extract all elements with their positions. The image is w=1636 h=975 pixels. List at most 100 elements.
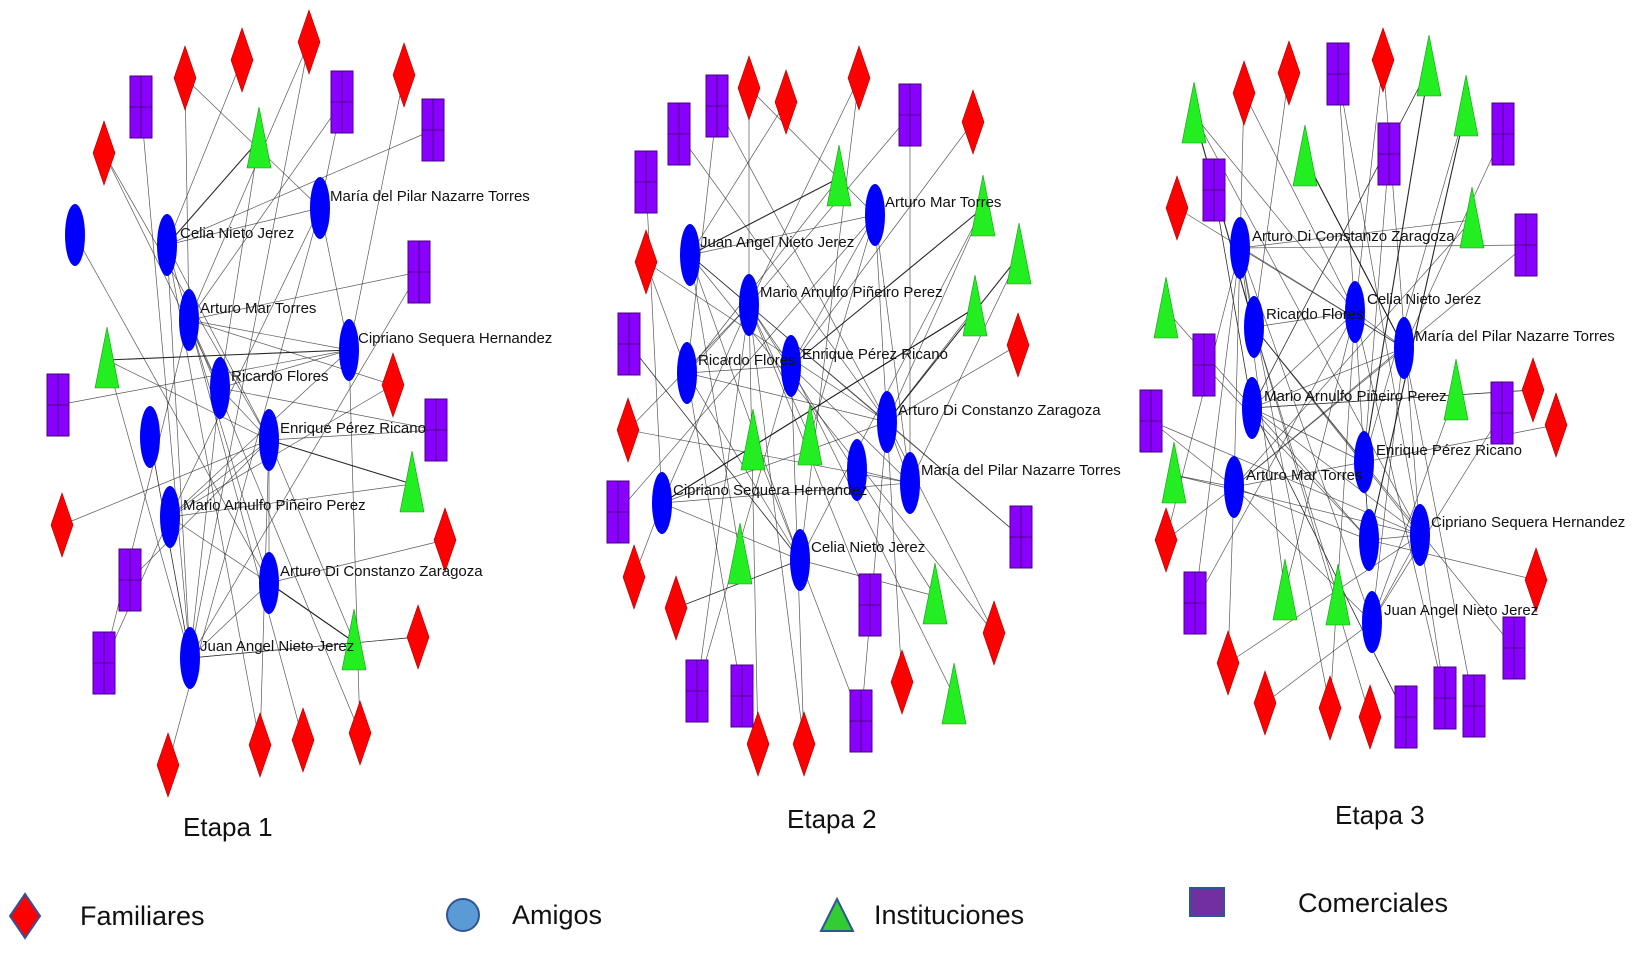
legend-instituciones: Instituciones (818, 896, 1024, 934)
edge (1176, 207, 1405, 349)
familiar-node (248, 712, 272, 778)
amigo-node (900, 452, 920, 514)
familiar-node (890, 649, 914, 715)
familiar-node (291, 707, 315, 773)
familiar-node (982, 600, 1006, 666)
amigo-node (140, 406, 160, 468)
edge (716, 105, 888, 423)
edge (748, 304, 805, 745)
node-label: Celia Nieto Jerez (1367, 291, 1481, 308)
edge (1194, 311, 1356, 604)
amigo-node (259, 552, 279, 614)
edge (661, 502, 801, 561)
familiar-node (1232, 60, 1256, 126)
edge (106, 359, 270, 441)
square-icon (1189, 887, 1225, 917)
edge (1227, 534, 1421, 664)
familiar-node (616, 397, 640, 463)
edge (188, 319, 270, 584)
amigo-node (157, 214, 177, 276)
amigo-node (65, 204, 85, 266)
stage-2-label: Etapa 2 (787, 804, 877, 834)
edge (1251, 347, 1405, 409)
node-label: Arturo Di Constanzo Zaragoza (280, 563, 483, 580)
edge (1337, 73, 1421, 536)
edge (909, 255, 1020, 484)
edge (188, 101, 343, 321)
edge (1251, 389, 1534, 409)
familiar-node (1277, 40, 1301, 106)
familiar-node (92, 120, 116, 186)
amigo-node (739, 274, 759, 336)
amigo-node (1230, 217, 1250, 279)
node-label: María del Pilar Nazarre Torres (330, 188, 530, 205)
edge (74, 234, 270, 584)
node-label: Enrique Pérez Ricano (1376, 442, 1522, 459)
node-label: María del Pilar Nazarre Torres (1415, 328, 1615, 345)
edge (1363, 67, 1430, 463)
legend-familiares: Familiares (8, 892, 205, 940)
stage-3-label: Etapa 3 (1335, 800, 1425, 830)
edge (106, 359, 191, 659)
edge (1363, 153, 1390, 463)
familiar-node (1544, 392, 1568, 458)
familiar-node (1358, 684, 1382, 750)
edge (1213, 189, 1253, 409)
edge (1253, 326, 1515, 649)
node-label: Ricardo Flores (698, 352, 796, 369)
familiar-node (1154, 507, 1178, 573)
edge (790, 121, 974, 367)
edge (790, 365, 955, 697)
edge (219, 349, 350, 389)
nodes-layer (46, 9, 1568, 798)
amigo-node (1354, 431, 1374, 493)
edge (1253, 72, 1290, 328)
edge (686, 105, 718, 374)
edge (169, 207, 321, 518)
node-label: Enrique Pérez Ricano (802, 346, 948, 363)
edge (1371, 391, 1457, 623)
edge (886, 421, 1022, 538)
edge (188, 319, 304, 741)
institucion-node (1153, 276, 1179, 339)
edge (1173, 474, 1421, 536)
edge (140, 106, 191, 659)
labels-layer: María del Pilar Nazarre Torres Celia Niet… (180, 188, 1625, 655)
node-label: Cipriano Sequera Hernandez (673, 482, 867, 499)
edge (1251, 407, 1365, 463)
edge (169, 483, 413, 518)
institucion-node (1006, 222, 1032, 285)
edge (103, 319, 190, 664)
edge (689, 101, 787, 256)
edge (1363, 424, 1557, 463)
edge (1173, 474, 1235, 488)
edge (1165, 486, 1235, 541)
edge (57, 349, 350, 406)
institucion-node (1325, 563, 1351, 626)
familiar-node (1521, 357, 1545, 423)
edge (748, 304, 936, 597)
familiar-node (433, 507, 457, 573)
edge (790, 207, 984, 367)
edge (696, 365, 792, 692)
node-label: María del Pilar Nazarre Torres (921, 462, 1121, 479)
edge (169, 516, 270, 584)
edge (268, 429, 437, 441)
amigo-node (259, 409, 279, 471)
edge (686, 372, 743, 697)
familiar-node (173, 45, 197, 111)
amigo-node (1410, 504, 1430, 566)
edge (169, 439, 270, 518)
edge (689, 254, 801, 561)
familiar-node (1253, 670, 1277, 736)
edge (1233, 219, 1473, 488)
edge (748, 87, 876, 216)
edge (189, 387, 221, 659)
edge (686, 304, 750, 374)
institucion-node (341, 608, 367, 671)
amigo-node (1224, 456, 1244, 518)
node-label: Ricardo Flores (231, 368, 329, 385)
legend-amigos: Amigos (444, 896, 602, 934)
edge (166, 244, 270, 441)
edge (1368, 539, 1537, 581)
